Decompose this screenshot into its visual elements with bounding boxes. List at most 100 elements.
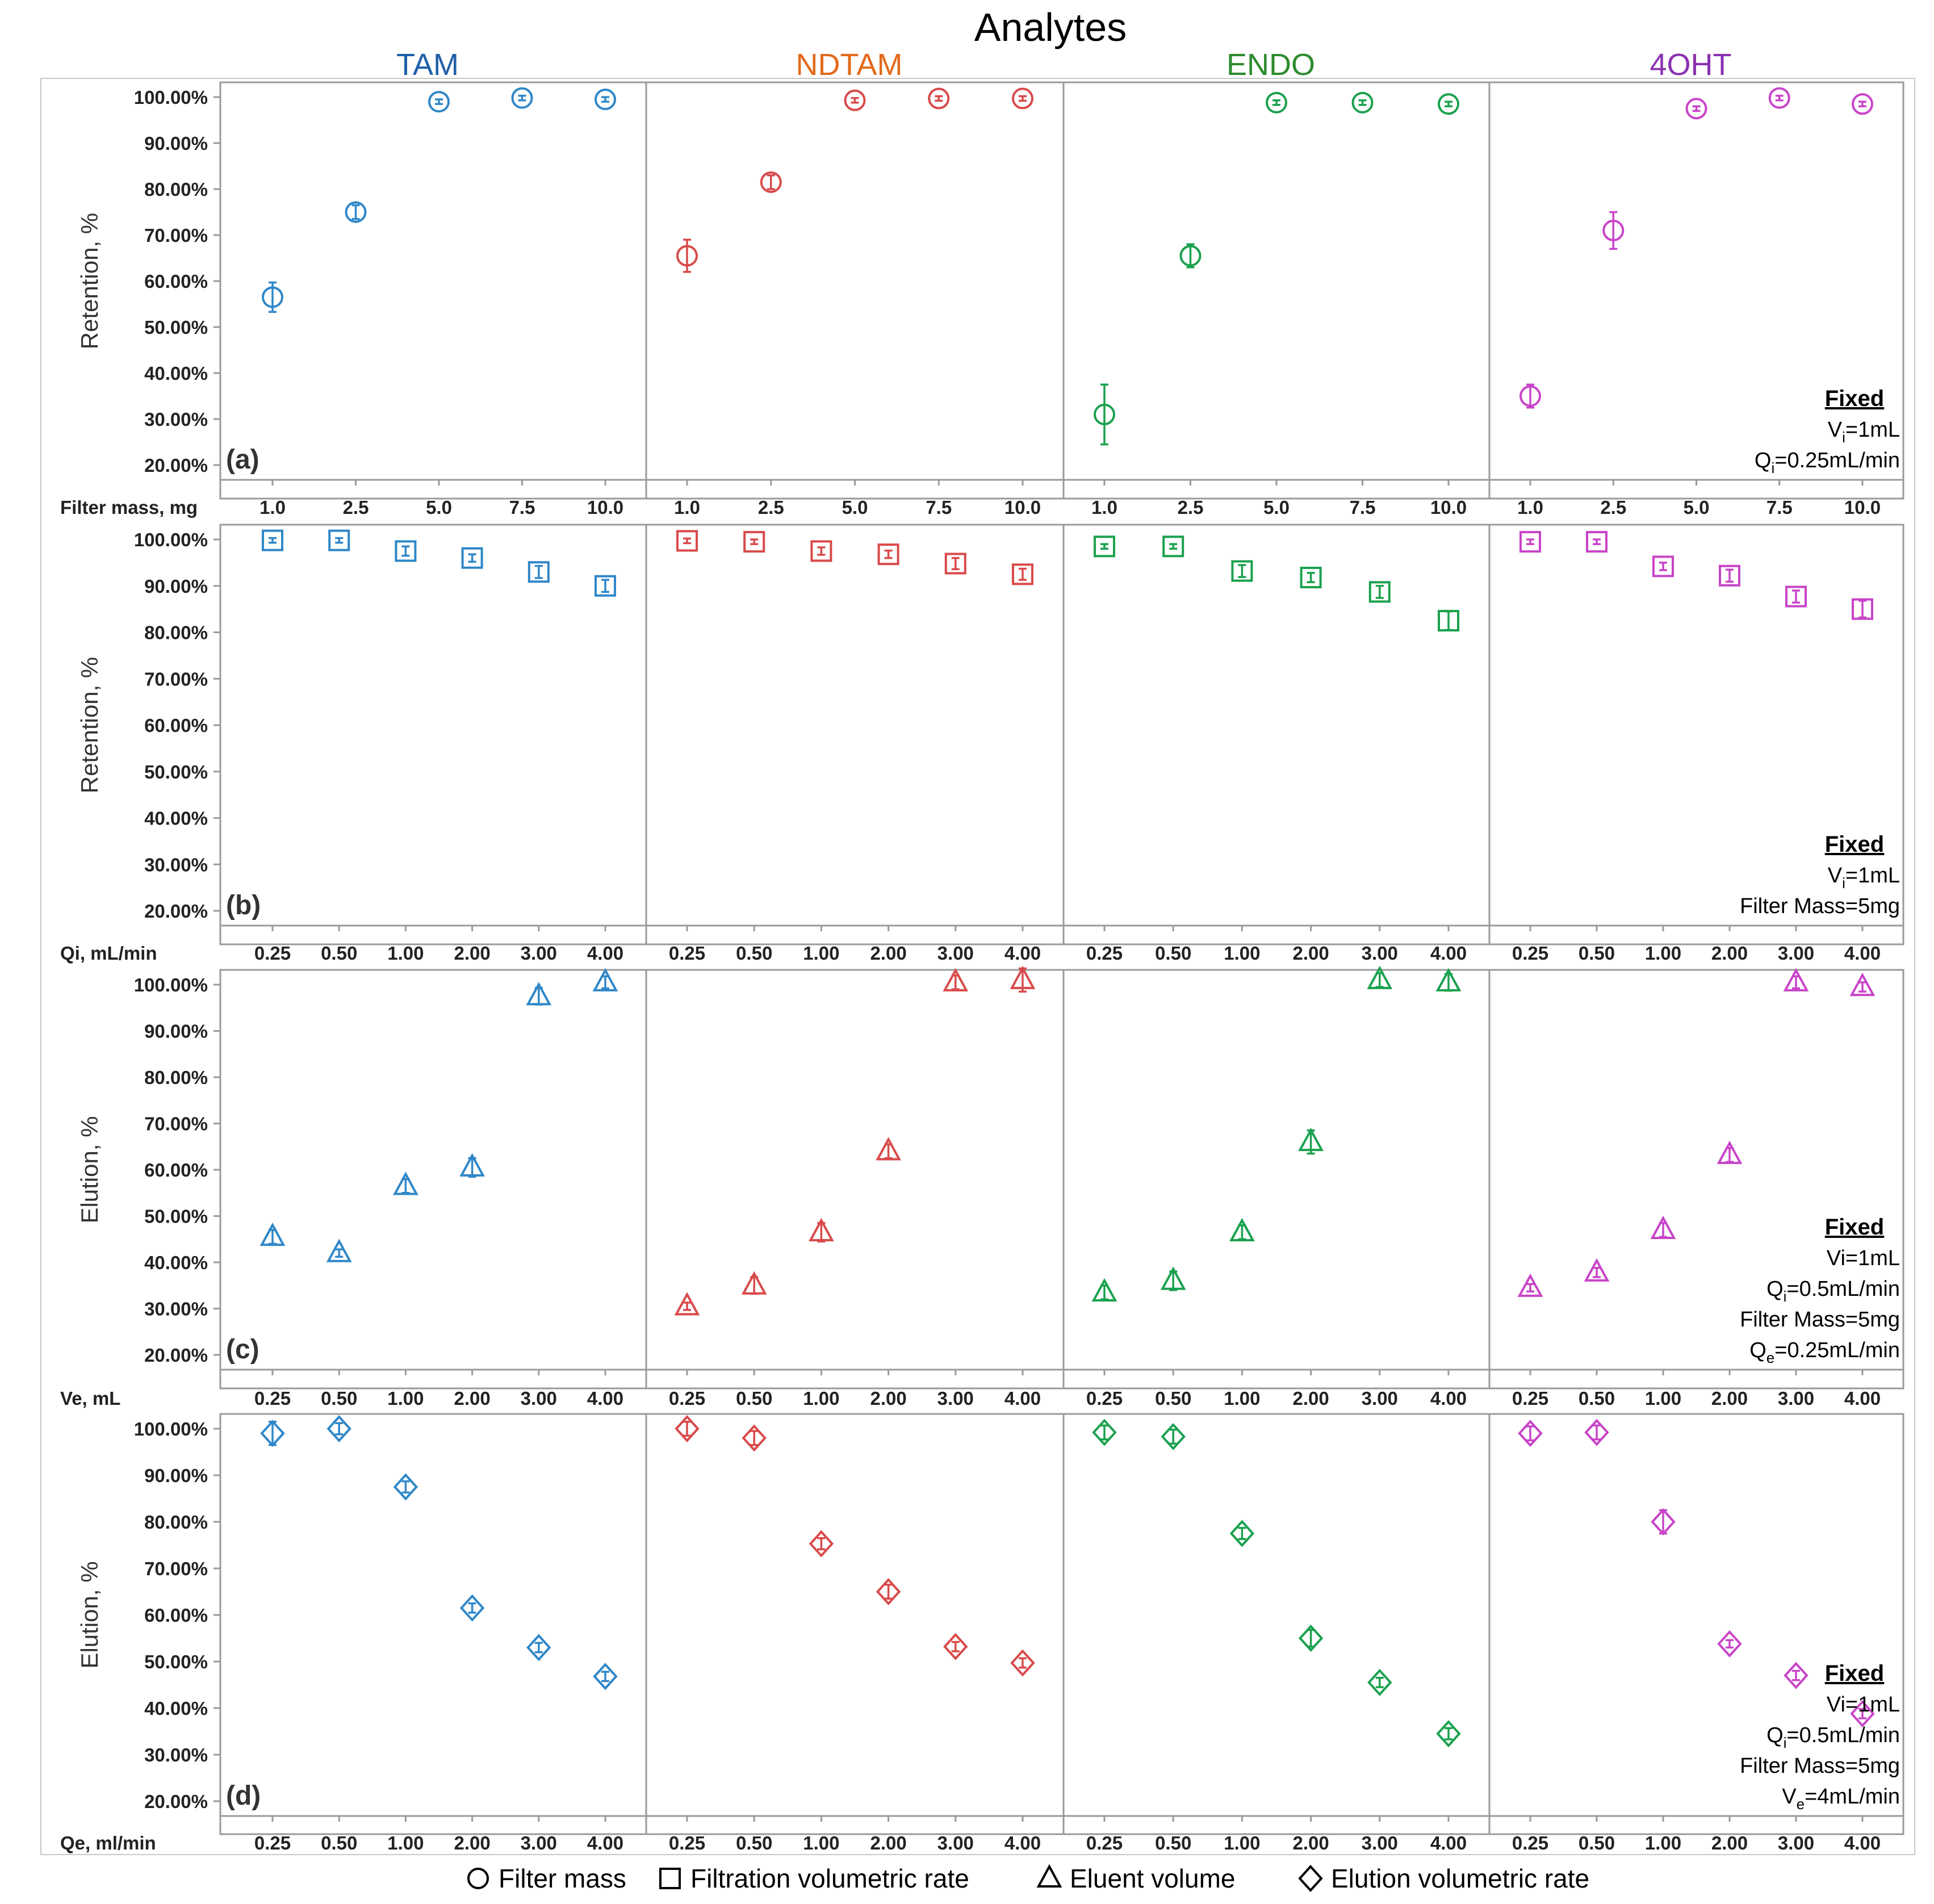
x-tick-label: 4.00 <box>1430 1388 1467 1409</box>
data-point <box>1438 93 1459 115</box>
data-point <box>1010 965 1036 989</box>
x-tick-label: 2.00 <box>1292 1832 1329 1853</box>
y-tick-label: 40.00% <box>144 363 208 384</box>
data-point <box>593 1663 618 1690</box>
data-point <box>1584 1258 1610 1282</box>
data-point <box>1717 1140 1743 1164</box>
fixed-condition: Ve=4mL/min <box>1782 1785 1900 1813</box>
figure-title: Analytes <box>974 5 1127 49</box>
x-tick-label: 0.25 <box>1086 1388 1123 1409</box>
x-tick-label: 4.00 <box>1430 1832 1467 1853</box>
legend-triangle-icon <box>1036 1864 1062 1888</box>
y-tick-label: 60.00% <box>144 1160 208 1181</box>
y-tick-label: 80.00% <box>144 622 208 643</box>
data-point <box>1602 219 1625 241</box>
data-point <box>1298 1127 1324 1152</box>
data-point <box>928 87 950 110</box>
x-tick-label: 5.0 <box>1684 497 1710 518</box>
x-tick-label: 10.0 <box>1004 497 1041 518</box>
data-point <box>809 1530 834 1558</box>
data-point <box>1229 1520 1255 1547</box>
data-point <box>511 87 533 109</box>
data-point <box>428 91 450 113</box>
x-tick-label: 3.00 <box>937 943 974 964</box>
legend-circle-icon <box>467 1868 489 1889</box>
data-point <box>1010 1649 1035 1677</box>
data-point <box>1012 563 1033 585</box>
x-tick-label: 2.00 <box>1711 943 1748 964</box>
data-point <box>676 245 698 267</box>
fixed-heading: Fixed <box>1825 832 1884 857</box>
x-axis-label: Ve, mL <box>60 1388 120 1409</box>
fixed-heading: Fixed <box>1825 1215 1884 1240</box>
panel-frame <box>219 81 1904 500</box>
analyte-header-4oht: 4OHT <box>1650 48 1731 82</box>
series-ndtam: 0.25 0.50 1.00 2.00 3.00 4.00 <box>669 965 1041 1409</box>
x-axis-label: Qi, mL/min <box>60 943 157 964</box>
data-point <box>526 982 552 1006</box>
x-tick-label: 1.0 <box>674 497 700 518</box>
data-point <box>262 286 283 308</box>
panel-label: (a) <box>226 445 259 475</box>
x-tick-label: 3.00 <box>1778 1832 1814 1853</box>
x-tick-label: 0.50 <box>321 1388 357 1409</box>
analyte-header-endo: ENDO <box>1226 48 1315 82</box>
data-point <box>1436 1720 1461 1748</box>
fixed-condition: Vi=1mL <box>1827 1246 1900 1270</box>
x-tick-label: 0.25 <box>1512 943 1548 964</box>
x-tick-label: 4.00 <box>587 943 623 964</box>
x-tick-label: 0.25 <box>254 1832 291 1853</box>
x-tick-label: 1.00 <box>387 1832 424 1853</box>
fixed-heading: Fixed <box>1825 386 1884 411</box>
y-tick-label: 80.00% <box>144 1067 208 1088</box>
x-tick-label: 4.00 <box>1430 943 1467 964</box>
x-tick-label: 5.0 <box>1263 497 1290 518</box>
panel-label: (b) <box>226 890 261 920</box>
data-point <box>1231 560 1253 582</box>
x-axis-label: Filter mass, mg <box>60 497 198 518</box>
x-tick-label: 3.00 <box>521 943 557 964</box>
data-point <box>260 1420 285 1447</box>
y-tick-label: 20.00% <box>144 1345 208 1366</box>
legend-item-circle: Filter mass <box>467 1864 626 1893</box>
data-point <box>345 201 367 223</box>
data-point <box>1519 385 1541 407</box>
x-tick-label: 3.00 <box>1362 1832 1398 1853</box>
x-tick-label: 1.00 <box>387 1388 424 1409</box>
data-point <box>259 1222 286 1246</box>
data-point <box>844 89 866 111</box>
x-tick-label: 0.50 <box>736 1388 772 1409</box>
data-point <box>1785 585 1807 608</box>
data-point <box>1368 581 1391 603</box>
data-point <box>1584 1418 1609 1446</box>
y-tick-label: 20.00% <box>144 455 208 476</box>
data-point <box>459 1594 485 1622</box>
x-tick-label: 1.00 <box>1645 1832 1681 1853</box>
y-axis-label: Retention, % <box>76 213 103 349</box>
x-tick-label: 2.00 <box>454 1388 490 1409</box>
series-tam: 0.25 0.50 1.00 2.00 3.00 4.00 <box>254 529 623 964</box>
series-ndtam: 0.25 0.50 1.00 2.00 3.00 4.00 <box>669 1415 1041 1853</box>
fixed-condition: Qi=0.5mL/min <box>1766 1723 1900 1751</box>
x-tick-label: 3.00 <box>1778 1388 1814 1409</box>
legend-item-triangle: Eluent volume <box>1036 1864 1236 1893</box>
series-4oht: 0.25 0.50 1.00 2.00 3.00 4.00 <box>1512 531 1881 964</box>
data-point <box>459 1153 485 1177</box>
x-tick-label: 2.5 <box>1600 497 1626 518</box>
data-point <box>1849 972 1876 997</box>
y-tick-label: 50.00% <box>144 1206 208 1227</box>
y-axis-label: Elution, % <box>76 1561 103 1668</box>
y-tick-label: 80.00% <box>144 1512 208 1533</box>
x-tick-label: 3.00 <box>1362 1388 1398 1409</box>
x-tick-label: 1.00 <box>1224 1388 1260 1409</box>
data-point <box>760 171 782 193</box>
y-tick-label: 60.00% <box>144 715 208 736</box>
x-tick-label: 10.0 <box>587 497 623 518</box>
panel-a: 100.00% 90.00% 80.00% 70.00% 60.00% 50.00% 40.… <box>60 81 1904 518</box>
x-tick-label: 0.50 <box>321 1832 357 1853</box>
x-tick-label: 3.00 <box>1362 943 1398 964</box>
x-tick-label: 0.50 <box>1155 943 1191 964</box>
panels: 100.00% 90.00% 80.00% 70.00% 60.00% 50.00% 40.… <box>60 81 1904 1853</box>
x-tick-label: 7.5 <box>926 497 952 518</box>
